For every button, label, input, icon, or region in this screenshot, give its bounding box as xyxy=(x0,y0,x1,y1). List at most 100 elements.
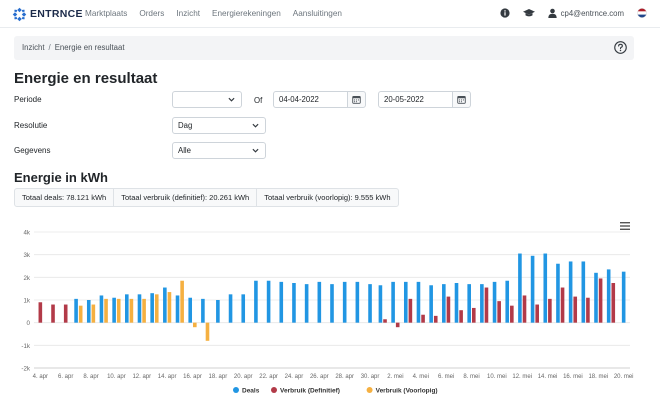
bar-deals xyxy=(86,300,91,323)
bar-deals xyxy=(505,280,510,323)
chevron-down-icon xyxy=(252,123,259,128)
bar-deals xyxy=(556,263,560,323)
bar-deals xyxy=(266,280,271,323)
nav-link-energierekeningen[interactable]: Energierekeningen xyxy=(212,9,281,18)
bar-deals xyxy=(442,284,446,323)
bar-deals xyxy=(188,297,193,323)
bar-deals xyxy=(429,285,433,323)
bar-deals xyxy=(594,272,598,323)
bar-deals xyxy=(241,294,246,323)
bar-deals xyxy=(480,284,484,323)
bar-verbruik-voorlopig xyxy=(154,294,159,323)
total-deals: Totaal deals: 78.121 kWh xyxy=(15,189,115,206)
bar-verbruik-voorlopig xyxy=(142,298,146,323)
bar-deals xyxy=(317,281,322,323)
breadcrumb-bar: Inzicht / Energie en resultaat xyxy=(14,36,634,60)
dutch-flag-icon[interactable] xyxy=(636,7,648,19)
nav-link-orders[interactable]: Orders xyxy=(139,9,165,18)
bar-deals xyxy=(228,294,233,323)
bar-verbruik-definitief xyxy=(497,301,501,323)
bar-deals xyxy=(403,281,408,323)
data-select[interactable]: Alle xyxy=(172,142,266,159)
x-tick-label: 10. apr xyxy=(107,374,126,380)
energy-chart: -2k -1k 0 1k 2k 3k 4k 4. apr 6. apr 8. apr 10. apr… xyxy=(14,212,634,402)
total-verbruik-definitief: Totaal verbruik (definitief): 20.261 kWh xyxy=(114,189,258,206)
bar-deals xyxy=(74,298,78,323)
chart-menu-icon[interactable] xyxy=(620,222,630,230)
bar-deals xyxy=(492,281,497,323)
x-tick-label: 30. apr xyxy=(361,374,380,380)
x-tick-label: 14. mei xyxy=(538,374,558,380)
date-to-calendar-button[interactable] xyxy=(452,91,471,108)
bar-verbruik-definitief xyxy=(421,314,425,323)
brand[interactable]: ENTRNCE xyxy=(12,6,83,22)
bar-deals xyxy=(163,287,167,323)
breadcrumb-root[interactable]: Inzicht xyxy=(22,43,45,52)
x-tick-label: 12. apr xyxy=(132,374,151,380)
bar-deals xyxy=(621,271,626,323)
bar-deals xyxy=(530,255,535,323)
user-icon[interactable] xyxy=(547,7,559,19)
x-tick-label: 6. apr xyxy=(58,374,73,380)
x-tick-label: 28. apr xyxy=(335,374,354,380)
y-tick-label: 2k xyxy=(23,275,30,282)
x-tick-label: 10. mei xyxy=(487,374,507,380)
bar-verbruik-definitief xyxy=(560,287,565,323)
date-to-input[interactable]: 20-05-2022 xyxy=(378,91,453,108)
date-from-input[interactable]: 04-04-2022 xyxy=(273,91,349,108)
energy-chart-svg: -2k -1k 0 1k 2k 3k 4k 4. apr 6. apr 8. apr 10. apr… xyxy=(21,230,634,395)
bar-deals xyxy=(368,284,372,323)
legend-label: Verbruik (Voorlopig) xyxy=(376,387,438,394)
page-title: Energie en resultaat xyxy=(14,70,158,87)
bar-deals xyxy=(606,269,611,323)
resolution-label: Resolutie xyxy=(14,121,48,130)
totals-bar: Totaal deals: 78.121 kWh Totaal verbruik… xyxy=(14,188,399,207)
nav-right: cp4@entrnce.com xyxy=(487,7,648,19)
calendar-icon xyxy=(457,95,466,104)
nav-link-aansluitingen[interactable]: Aansluitingen xyxy=(292,9,342,18)
period-select[interactable] xyxy=(172,91,242,108)
y-tick-label: -2k xyxy=(21,366,31,373)
bar-verbruik-definitief xyxy=(408,298,413,323)
bar-deals xyxy=(216,300,220,323)
x-tick-label: 14. apr xyxy=(158,374,177,380)
bar-verbruik-definitief xyxy=(611,283,616,323)
bar-verbruik-definitief xyxy=(522,295,527,323)
bar-deals xyxy=(279,281,284,323)
x-tick-label: 16. mei xyxy=(563,374,583,380)
breadcrumb: Inzicht / Energie en resultaat xyxy=(22,43,125,52)
y-tick-label: 1k xyxy=(23,298,30,305)
bar-verbruik-definitief xyxy=(383,319,387,323)
legend-marker xyxy=(233,387,239,393)
help-icon[interactable] xyxy=(614,41,627,54)
bar-verbruik-definitief xyxy=(446,296,451,323)
bar-deals xyxy=(467,284,471,323)
nav-link-marktplaats[interactable]: Marktplaats xyxy=(85,9,128,18)
bar-verbruik-definitief xyxy=(484,287,489,323)
date-from-calendar-button[interactable] xyxy=(347,91,366,108)
info-icon[interactable] xyxy=(499,7,511,19)
bar-verbruik-voorlopig xyxy=(167,292,172,323)
bar-verbruik-definitief xyxy=(598,278,603,323)
bar-deals xyxy=(330,284,334,323)
bar-verbruik-definitief xyxy=(471,307,476,323)
energy-section-title: Energie in kWh xyxy=(14,170,108,185)
bar-verbruik-voorlopig xyxy=(91,304,96,323)
nav-link-inzicht[interactable]: Inzicht xyxy=(176,9,201,18)
user-email[interactable]: cp4@entrnce.com xyxy=(560,8,624,18)
bar-deals xyxy=(416,281,421,323)
bar-deals xyxy=(150,293,154,323)
legend-marker xyxy=(366,387,373,393)
bar-verbruik-voorlopig xyxy=(205,322,210,341)
graduation-cap-icon[interactable] xyxy=(522,7,535,19)
bar-deals xyxy=(543,253,548,323)
bar-deals xyxy=(292,283,296,323)
brand-logo-icon xyxy=(12,7,27,21)
resolution-select[interactable]: Dag xyxy=(172,117,266,134)
bar-verbruik-definitief xyxy=(459,310,463,323)
bar-verbruik-voorlopig xyxy=(104,298,108,323)
breadcrumb-separator: / xyxy=(48,43,51,52)
x-tick-label: 20. mei xyxy=(614,374,634,380)
bar-verbruik-definitief xyxy=(38,302,43,323)
y-tick-label: 4k xyxy=(23,230,30,237)
